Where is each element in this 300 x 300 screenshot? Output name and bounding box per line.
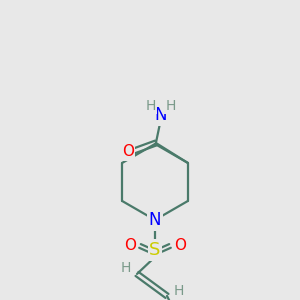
Text: N: N — [155, 106, 167, 124]
Text: N: N — [149, 211, 161, 229]
Text: O: O — [174, 238, 186, 253]
Text: O: O — [124, 238, 136, 253]
Text: S: S — [149, 241, 161, 259]
Text: O: O — [122, 145, 134, 160]
Text: H: H — [146, 99, 156, 113]
Text: H: H — [166, 99, 176, 113]
Text: H: H — [174, 284, 184, 298]
Text: H: H — [121, 261, 131, 275]
